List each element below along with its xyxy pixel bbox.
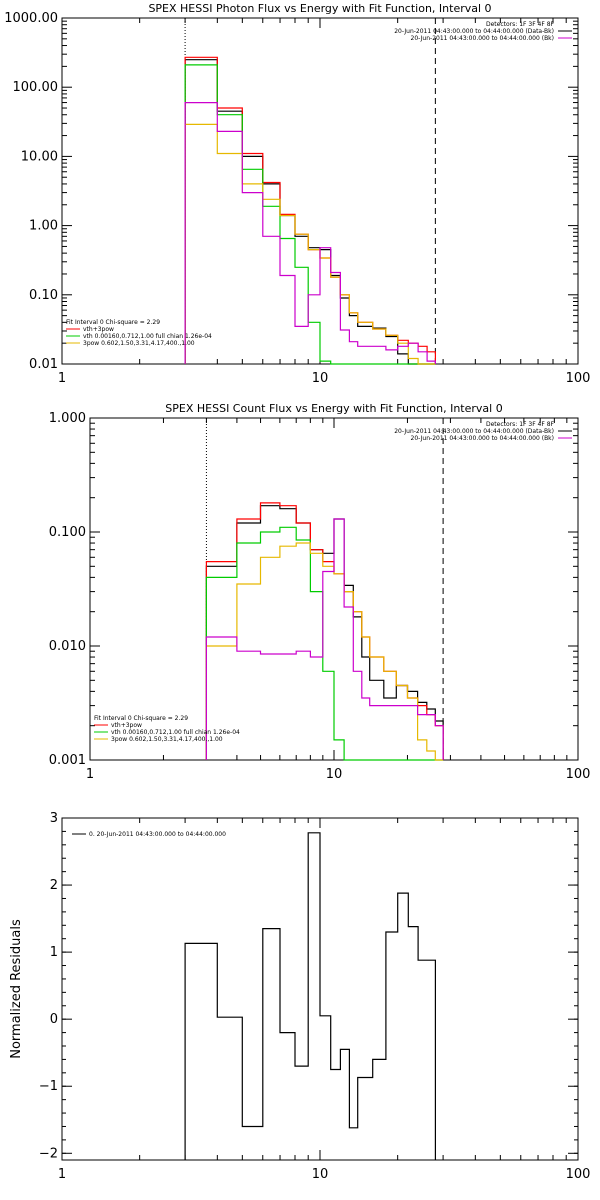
legend-label: Fit Interval 0 Chi-square = 2.29 bbox=[94, 715, 188, 722]
header-text: 20-Jun-2011 04:43:00.000 to 04:44:00.000… bbox=[411, 35, 554, 42]
x-tick-label: 1 bbox=[58, 371, 66, 386]
header-text: Detectors: 1F 3F 4F 8F bbox=[486, 421, 555, 428]
legend-label: 3pow 0.602,1.50,3.31,4.17,400.,1.00 bbox=[83, 340, 195, 347]
legend-label: 3pow 0.602,1.50,3.31,4.17,400.,1.00 bbox=[111, 736, 223, 743]
series-line-4 bbox=[205, 518, 444, 760]
series-line-3 bbox=[184, 123, 436, 365]
series-line-1 bbox=[205, 502, 444, 760]
header-text: 20-Jun-2011 04:43:00.000 to 04:44:00.000… bbox=[394, 28, 554, 35]
legend-label: vth 0.00160,0.712,1.00 full chian 1.26e-… bbox=[83, 333, 212, 340]
x-tick-label: 10 bbox=[312, 371, 329, 386]
chart-title: SPEX HESSI Photon Flux vs Energy with Fi… bbox=[148, 2, 491, 15]
plot-frame bbox=[61, 17, 579, 365]
x-tick-label: 1 bbox=[86, 767, 94, 782]
y-tick-label: 1 bbox=[50, 945, 58, 960]
x-tick-label: 100 bbox=[566, 1167, 591, 1182]
chart-title: SPEX HESSI Count Flux vs Energy with Fit… bbox=[165, 402, 502, 415]
residuals-chart: Normalized Residuals 1 10 100 −2 −1 0 1 2 3 0. 20-… bbox=[9, 811, 590, 1182]
series-line-0 bbox=[184, 832, 436, 1160]
y-tick-label: 1000.00 bbox=[4, 11, 58, 26]
series-line-2 bbox=[205, 526, 444, 761]
header-text: 20-Jun-2011 04:43:00.000 to 04:44:00.000… bbox=[411, 435, 554, 442]
legend-label: Fit Interval 0 Chi-square = 2.29 bbox=[66, 319, 160, 326]
y-tick-label: −1 bbox=[39, 1079, 58, 1094]
y-tick-label: 100.00 bbox=[13, 80, 59, 95]
x-tick-label: 10 bbox=[326, 767, 343, 782]
series-line-0 bbox=[184, 59, 436, 365]
series-line-0 bbox=[205, 505, 444, 760]
series-line-2 bbox=[184, 64, 436, 365]
y-tick-label: −2 bbox=[39, 1146, 58, 1161]
series-line-4 bbox=[184, 102, 436, 364]
header-text: 20-Jun-2011 04:43:00.000 to 04:44:00.000… bbox=[394, 428, 554, 435]
y-tick-label: 2 bbox=[50, 878, 58, 893]
header-text: Detectors: 1F 3F 4F 8F bbox=[486, 21, 555, 28]
y-tick-label: 0.01 bbox=[29, 357, 58, 372]
y-tick-label: 1.000 bbox=[49, 411, 86, 426]
y-tick-label: 0.10 bbox=[29, 288, 58, 303]
x-tick-label: 10 bbox=[312, 1167, 329, 1182]
legend-label: vth+3pow bbox=[83, 326, 114, 333]
x-tick-label: 100 bbox=[566, 767, 591, 782]
y-tick-label: 10.00 bbox=[21, 149, 58, 164]
photon-flux-chart: SPEX HESSI Photon Flux vs Energy with Fi… bbox=[4, 2, 590, 386]
y-tick-label: 0 bbox=[50, 1012, 58, 1027]
legend-label: vth+3pow bbox=[111, 722, 142, 729]
x-tick-label: 100 bbox=[566, 371, 591, 386]
series-line-1 bbox=[184, 56, 436, 364]
legend-label: vth 0.00160,0.712,1.00 full chian 1.26e-… bbox=[111, 729, 240, 736]
y-tick-label: 0.100 bbox=[49, 525, 86, 540]
x-tick-label: 1 bbox=[58, 1167, 66, 1182]
y-tick-label: 0.010 bbox=[49, 639, 86, 654]
y-tick-label: 1.00 bbox=[29, 219, 58, 234]
series-line-3 bbox=[205, 542, 444, 761]
y-axis-label: Normalized Residuals bbox=[9, 919, 24, 1059]
y-tick-label: 0.001 bbox=[49, 753, 86, 768]
count-flux-chart: SPEX HESSI Count Flux vs Energy with Fit… bbox=[49, 402, 591, 782]
y-tick-label: 3 bbox=[50, 811, 58, 826]
legend-label: 0. 20-Jun-2011 04:43:00.000 to 04:44:00.… bbox=[89, 831, 226, 838]
